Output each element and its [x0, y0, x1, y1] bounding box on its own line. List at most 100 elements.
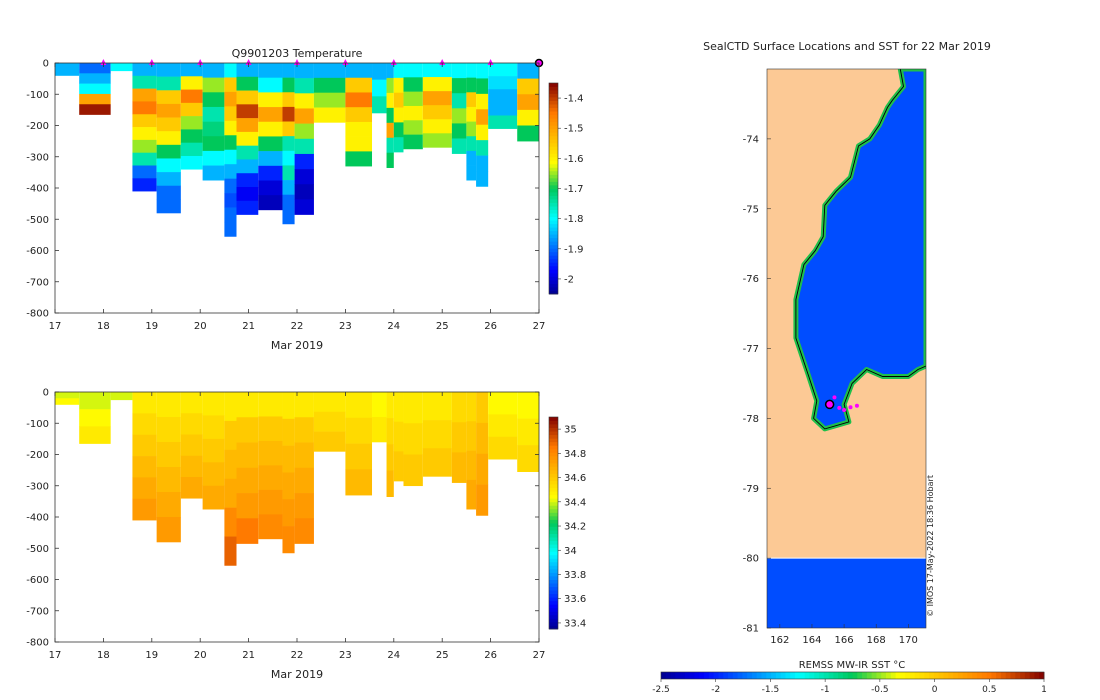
map-lon-label: 166: [835, 635, 854, 646]
p2-colorbar-step: [549, 501, 558, 506]
p1-cell-17-3: [403, 105, 423, 121]
p2-cell-22-0: [488, 392, 518, 415]
p1-cell-20-7: [466, 165, 477, 181]
p2-cell-6-3: [202, 462, 225, 487]
p2-cell-10-3: [282, 472, 295, 500]
map-colorbar-step: [675, 672, 681, 679]
seal-current-position: [824, 399, 835, 410]
temperature-x-ticks: 17 18 19 20 21 22 23 24 25 26 27: [49, 63, 545, 332]
p2-cell-11-1: [294, 417, 314, 443]
p1-colorbar-step: [549, 241, 558, 246]
p1-ytick-label: -300: [26, 152, 49, 163]
p1-colorbar-step: [549, 93, 558, 98]
p2-cell-16-1: [393, 421, 404, 452]
p2-cell-20-1: [466, 421, 477, 451]
p1-colorbar-step: [549, 100, 558, 105]
map-colorbar-step: [756, 672, 762, 679]
map-colorbar-step: [871, 672, 877, 679]
p2-ytick-label: -400: [26, 513, 49, 524]
map-colorbar-step: [728, 672, 734, 679]
p1-cell-7-4: [224, 120, 237, 136]
p2-cell-5-3: [180, 455, 203, 478]
p1-colorbar-step: [549, 199, 558, 203]
p1-colorbar-step: [549, 265, 558, 270]
p2-cell-11-0: [294, 392, 314, 418]
p1-cell-12-2: [313, 92, 346, 108]
p2-colorbar-step: [549, 470, 558, 474]
map-colorbar-frame: [660, 671, 1045, 680]
p1-cell-0-0: [55, 63, 80, 70]
map-colorbar-step: [895, 672, 901, 679]
map-colorbar-tick-label: -1: [821, 685, 830, 695]
p1-cell-19-3: [451, 108, 467, 124]
map-colorbar-step: [785, 672, 791, 679]
map-colorbar-step: [948, 672, 954, 679]
p2-cell-10-5: [282, 526, 295, 554]
p1-colorbar-step: [549, 195, 558, 200]
p1-cell-17-1: [403, 77, 423, 92]
p2-cell-21-2: [476, 453, 489, 485]
p1-cell-10-6: [282, 150, 295, 166]
p1-cell-18-4: [422, 119, 452, 134]
p1-cell-3-7: [132, 152, 157, 166]
p1-cell-11-0: [294, 63, 314, 79]
map-colorbar: -2.5 -2 -1.5 -1 -0.5 0 0.5 1: [652, 671, 1047, 695]
p1-cell-11-6: [294, 153, 314, 170]
p2-cell-8-2: [236, 442, 259, 469]
map-latitude-ticks: -74 -75 -76 -77 -78 -79 -80 -81: [743, 134, 771, 635]
p1-cell-2-0: [110, 63, 133, 72]
p2-xtick-label: 25: [436, 650, 449, 661]
p2-colorbar-step: [549, 417, 558, 421]
p1-cell-11-7: [294, 169, 314, 185]
p2-cell-7-3: [224, 478, 237, 508]
p2-colorbar-step: [549, 600, 558, 605]
p1-cell-8-6: [236, 145, 259, 160]
p1-cell-21-3: [476, 109, 489, 126]
p1-colorbar-label: -1.7: [564, 184, 584, 195]
p2-xtick-label: 24: [387, 650, 400, 661]
p1-cell-5-0: [180, 63, 203, 77]
p2-xtick-label: 17: [49, 650, 62, 661]
p1-colorbar-step: [549, 107, 558, 112]
p2-cell-3-1: [132, 413, 157, 436]
p1-colorbar-step: [549, 181, 558, 186]
p1-xtick-label: 21: [242, 321, 255, 332]
p1-surface-marker: [342, 59, 349, 65]
p2-colorbar-step: [549, 515, 558, 520]
p2-cell-12-0: [313, 392, 346, 413]
p2-cell-13-3: [345, 469, 373, 496]
p1-surface-marker: [439, 59, 446, 65]
p1-cell-19-0: [451, 63, 467, 79]
p1-colorbar-step: [549, 286, 558, 291]
map-colorbar-step: [723, 672, 729, 679]
map-colorbar-step: [996, 672, 1002, 679]
p1-colorbar-label: -1.9: [564, 244, 584, 255]
p2-colorbar-step: [549, 498, 558, 503]
p1-surface-marker: [148, 59, 155, 65]
p1-colorbar-step: [549, 283, 558, 288]
p1-cell-7-2: [224, 91, 237, 107]
p1-ytick-label: -800: [26, 309, 49, 320]
map-colorbar-step: [661, 672, 667, 679]
p1-cell-3-3: [132, 101, 157, 115]
p2-cell-12-2: [313, 431, 346, 452]
map-lon-label: 162: [770, 635, 789, 646]
p1-colorbar-step: [549, 170, 558, 175]
p1-surface-marker: [487, 59, 494, 65]
p2-cell-3-3: [132, 456, 157, 478]
p1-ytick-label: -400: [26, 184, 49, 195]
map-colorbar-step: [694, 672, 700, 679]
p2-colorbar-step: [549, 561, 558, 566]
p1-cell-17-0: [403, 63, 423, 78]
temperature-title: Q9901203 Temperature: [232, 47, 363, 60]
map-colorbar-step: [747, 672, 753, 679]
p1-cell-12-1: [313, 77, 346, 93]
map-colorbar-tick-label: 0.5: [982, 685, 996, 695]
p2-colorbar-step: [549, 445, 558, 450]
map-colorbar-step: [943, 672, 949, 679]
p1-cell-7-9: [224, 193, 237, 208]
p2-colorbar-label: 34.4: [564, 497, 586, 508]
p2-cell-7-2: [224, 449, 237, 480]
p1-colorbar-step: [549, 184, 558, 189]
map-colorbar-step: [857, 672, 863, 679]
